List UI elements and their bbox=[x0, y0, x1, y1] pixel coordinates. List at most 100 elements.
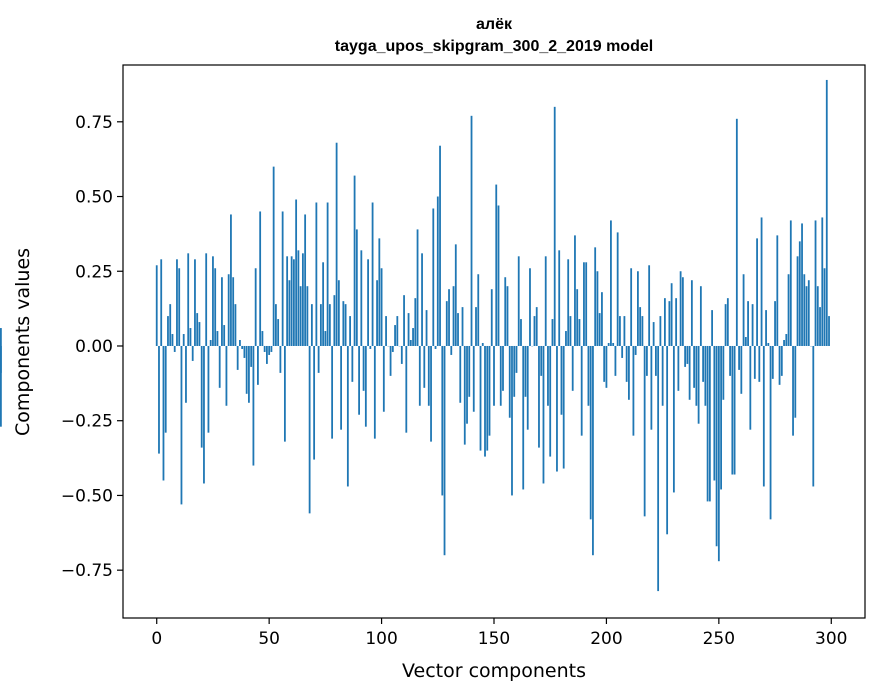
bar bbox=[191, 345, 194, 361]
bar bbox=[200, 345, 203, 448]
bar bbox=[780, 345, 783, 376]
bar bbox=[708, 345, 711, 502]
bar bbox=[735, 118, 738, 346]
bar bbox=[704, 345, 707, 406]
bar bbox=[180, 345, 183, 505]
bar bbox=[657, 345, 660, 592]
bar bbox=[421, 253, 423, 346]
bar bbox=[753, 345, 756, 379]
bar bbox=[194, 259, 196, 346]
bar bbox=[0, 328, 2, 346]
bar bbox=[506, 286, 509, 346]
bar bbox=[807, 280, 810, 346]
bar bbox=[308, 345, 311, 514]
bar bbox=[445, 301, 448, 346]
bar bbox=[317, 345, 320, 373]
bar bbox=[722, 345, 725, 400]
bar bbox=[794, 345, 797, 418]
bar bbox=[663, 298, 666, 346]
bar bbox=[504, 277, 507, 346]
bar bbox=[281, 211, 284, 346]
y-tick-label: −0.25 bbox=[61, 412, 113, 432]
bar bbox=[787, 274, 790, 346]
bar bbox=[214, 268, 217, 346]
y-axis-label: Components values bbox=[12, 248, 34, 436]
bar bbox=[556, 345, 558, 472]
bar bbox=[774, 301, 776, 346]
bar bbox=[605, 345, 608, 388]
bar bbox=[470, 115, 473, 346]
bar bbox=[776, 235, 779, 346]
bar bbox=[672, 345, 675, 493]
bar bbox=[178, 268, 181, 346]
bar bbox=[423, 345, 426, 388]
bar bbox=[762, 345, 765, 487]
bar bbox=[637, 271, 639, 346]
bar bbox=[616, 232, 619, 346]
bar bbox=[619, 316, 621, 346]
bar bbox=[459, 345, 462, 403]
bar bbox=[760, 217, 763, 346]
x-axis-ticks: 0 50 100 150 200 250 300 bbox=[151, 618, 847, 649]
bar bbox=[668, 301, 671, 346]
bar bbox=[517, 256, 520, 346]
bar bbox=[540, 345, 543, 376]
chart-subtitle: tayga_upos_skipgram_300_2_2019 model bbox=[335, 38, 653, 55]
bar bbox=[272, 166, 275, 346]
bar bbox=[648, 265, 651, 346]
bar bbox=[160, 259, 163, 346]
bar bbox=[706, 345, 709, 502]
bar bbox=[628, 345, 630, 400]
bar bbox=[614, 345, 617, 376]
bar bbox=[344, 304, 347, 346]
bar bbox=[551, 319, 554, 346]
bar bbox=[189, 328, 192, 346]
bar bbox=[324, 331, 327, 346]
bar bbox=[266, 345, 268, 364]
bar bbox=[389, 345, 392, 376]
bar bbox=[495, 184, 498, 346]
bar bbox=[158, 345, 160, 454]
bar bbox=[351, 345, 354, 382]
bar bbox=[598, 313, 601, 346]
bar bbox=[715, 345, 718, 547]
bar bbox=[306, 286, 309, 346]
bar bbox=[717, 345, 720, 562]
bar bbox=[432, 208, 435, 346]
bar bbox=[488, 345, 491, 436]
x-tick-label: 0 bbox=[151, 629, 162, 649]
bar bbox=[439, 145, 441, 346]
bar bbox=[436, 196, 439, 346]
bar bbox=[749, 345, 752, 430]
bar bbox=[585, 262, 588, 346]
y-tick-label: −0.75 bbox=[61, 561, 113, 581]
bar bbox=[569, 316, 572, 346]
bar bbox=[650, 345, 653, 430]
bar bbox=[583, 262, 585, 346]
bar bbox=[328, 304, 331, 346]
bar bbox=[792, 345, 794, 436]
bar bbox=[326, 202, 329, 346]
bar bbox=[434, 345, 437, 349]
bar bbox=[353, 175, 356, 346]
bar bbox=[742, 274, 745, 346]
bar bbox=[227, 274, 230, 346]
bar bbox=[740, 345, 743, 394]
bar bbox=[677, 345, 680, 391]
bar bbox=[711, 310, 713, 346]
bar bbox=[801, 223, 803, 346]
bar bbox=[209, 340, 212, 346]
x-tick-label: 50 bbox=[258, 629, 280, 649]
bars-group bbox=[0, 79, 830, 592]
x-tick-label: 250 bbox=[703, 629, 735, 649]
bar bbox=[261, 331, 264, 346]
bar bbox=[511, 345, 513, 496]
bar bbox=[544, 256, 547, 346]
bar bbox=[407, 313, 410, 346]
bar bbox=[547, 345, 549, 406]
bar bbox=[367, 259, 369, 346]
bar bbox=[661, 345, 664, 406]
bar bbox=[463, 345, 466, 445]
plot-frame bbox=[122, 64, 866, 619]
